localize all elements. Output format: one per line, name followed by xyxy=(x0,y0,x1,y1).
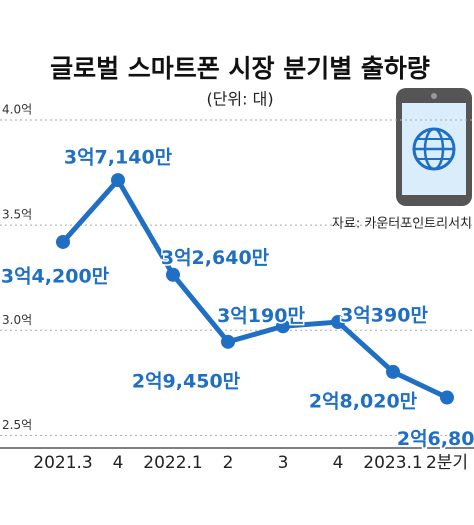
point xyxy=(221,334,235,349)
value-label: 3억4,200만 xyxy=(1,265,110,287)
point xyxy=(276,319,290,334)
point xyxy=(111,173,125,188)
value-label: 3억190만 xyxy=(217,305,305,327)
y-tick-label: 3.5억 xyxy=(2,208,32,222)
x-tick-label: 4 xyxy=(113,453,124,473)
source: 자료: 카운터포인트리서치 xyxy=(332,217,472,232)
y-tick-label: 3.0억 xyxy=(2,313,32,327)
value-label: 2억8,020만 xyxy=(309,390,418,412)
value-label: 3억7,140만 xyxy=(64,147,173,169)
point xyxy=(56,234,70,249)
point xyxy=(440,390,454,405)
point xyxy=(331,315,345,330)
x-tick-label: 2 xyxy=(223,453,234,473)
x-tick-label: 3 xyxy=(278,453,289,473)
value-label: 2억6,800만 xyxy=(397,428,474,450)
x-tick-label: 4 xyxy=(333,453,344,473)
x-tick-label: 2021.3 xyxy=(33,453,92,473)
value-label: 3억2,640만 xyxy=(161,247,270,269)
x-tick-label: 2022.1 xyxy=(143,453,202,473)
value-label: 3억390만 xyxy=(340,305,428,327)
value-label: 2억9,450만 xyxy=(132,370,241,392)
y-tick-label: 2.5억 xyxy=(2,418,32,432)
x-tick-label: 2023.1 xyxy=(363,453,422,473)
point xyxy=(386,364,400,379)
y-tick-label: 4.0억 xyxy=(2,103,32,117)
x-tick-label: 2분기 xyxy=(426,453,468,473)
chart-title: 글로벌 스마트폰 시장 분기별 출하량 xyxy=(50,54,430,83)
line xyxy=(61,177,449,400)
point xyxy=(166,267,180,282)
phone-icon xyxy=(396,88,472,206)
chart-subtitle: (단위: 대) xyxy=(206,90,273,109)
